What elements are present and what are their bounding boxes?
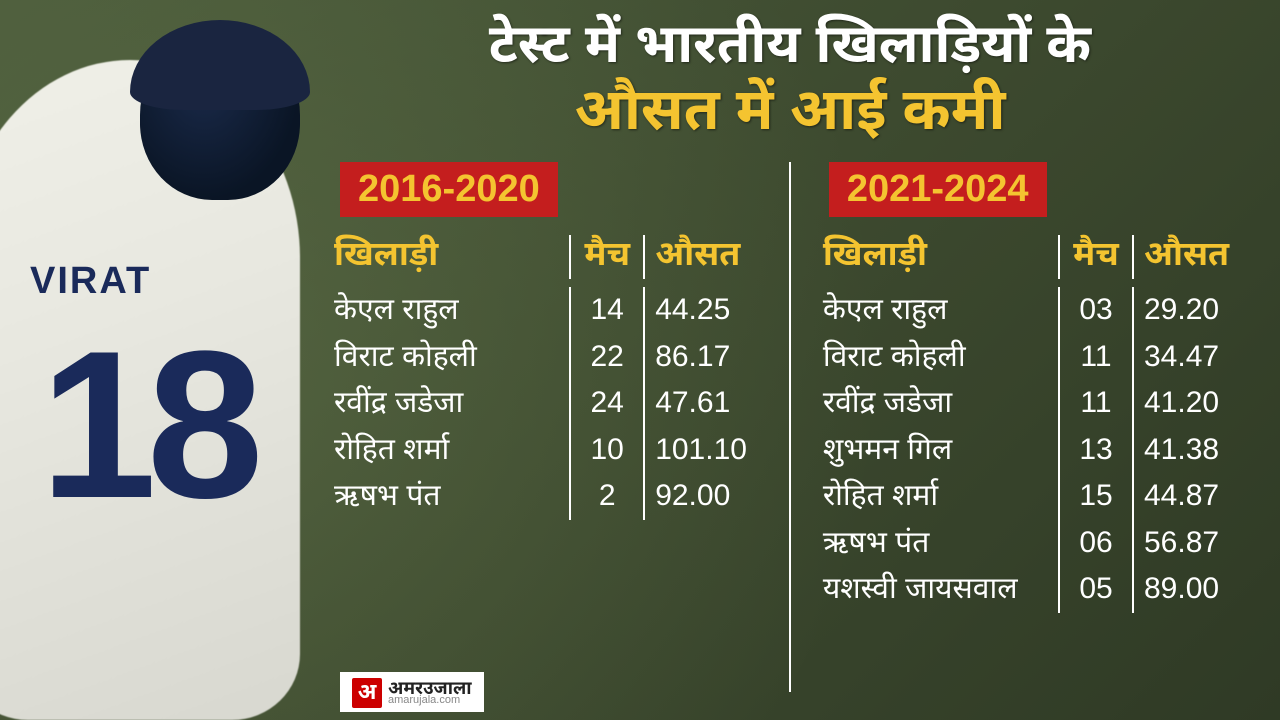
header-player: खिलाड़ी: [819, 235, 1058, 279]
table-header: खिलाड़ी मैच औसत: [819, 235, 1250, 279]
cell-match: 2: [569, 473, 643, 520]
player-photo-region: VIRAT 18: [0, 0, 320, 720]
cell-player: ऋषभ पंत: [330, 473, 569, 520]
cell-match: 22: [569, 334, 643, 381]
cell-player: रवींद्र जडेजा: [330, 380, 569, 427]
header-avg: औसत: [643, 235, 761, 279]
cell-player: रवींद्र जडेजा: [819, 380, 1058, 427]
table-right: 2021-2024 खिलाड़ी मैच औसत केएल राहुल0329…: [809, 162, 1260, 613]
title-line-1: टेस्ट में भारतीय खिलाड़ियों के: [320, 15, 1260, 74]
table-row: रवींद्र जडेजा2447.61: [330, 380, 761, 427]
table-rows-right: केएल राहुल0329.20विराट कोहली1134.47रवींद…: [819, 287, 1250, 613]
cell-match: 14: [569, 287, 643, 334]
table-row: रवींद्र जडेजा1141.20: [819, 380, 1250, 427]
cell-player: रोहित शर्मा: [330, 427, 569, 474]
tables-container: 2016-2020 खिलाड़ी मैच औसत केएल राहुल1444…: [320, 162, 1260, 613]
vertical-divider: [789, 162, 791, 692]
table-left: 2016-2020 खिलाड़ी मैच औसत केएल राहुल1444…: [320, 162, 771, 613]
cell-match: 11: [1058, 380, 1132, 427]
table-row: विराट कोहली1134.47: [819, 334, 1250, 381]
cell-player: यशस्वी जायसवाल: [819, 566, 1058, 613]
period-badge-left: 2016-2020: [340, 162, 558, 217]
title-block: टेस्ट में भारतीय खिलाड़ियों के औसत में आ…: [320, 10, 1260, 162]
jersey-name: VIRAT: [30, 260, 151, 303]
header-player: खिलाड़ी: [330, 235, 569, 279]
period-badge-right: 2021-2024: [829, 162, 1047, 217]
cell-match: 06: [1058, 520, 1132, 567]
table-row: यशस्वी जायसवाल0589.00: [819, 566, 1250, 613]
cell-player: केएल राहुल: [819, 287, 1058, 334]
header-match: मैच: [1058, 235, 1132, 279]
table-row: केएल राहुल0329.20: [819, 287, 1250, 334]
header-match: मैच: [569, 235, 643, 279]
table-header: खिलाड़ी मैच औसत: [330, 235, 761, 279]
table-row: रोहित शर्मा1544.87: [819, 473, 1250, 520]
source-text: अमरउजाला amarujala.com: [388, 680, 472, 706]
table-row: ऋषभ पंत0656.87: [819, 520, 1250, 567]
cell-avg: 56.87: [1132, 520, 1250, 567]
cell-avg: 92.00: [643, 473, 761, 520]
stat-table-right: खिलाड़ी मैच औसत केएल राहुल0329.20विराट क…: [819, 235, 1250, 613]
cell-player: शुभमन गिल: [819, 427, 1058, 474]
cell-match: 15: [1058, 473, 1132, 520]
cell-match: 10: [569, 427, 643, 474]
table-row: केएल राहुल1444.25: [330, 287, 761, 334]
cell-match: 05: [1058, 566, 1132, 613]
jersey-number: 18: [40, 320, 254, 530]
source-url: amarujala.com: [388, 696, 472, 706]
cell-player: ऋषभ पंत: [819, 520, 1058, 567]
cell-match: 24: [569, 380, 643, 427]
cell-avg: 29.20: [1132, 287, 1250, 334]
table-row: ऋषभ पंत292.00: [330, 473, 761, 520]
cell-avg: 86.17: [643, 334, 761, 381]
table-row: शुभमन गिल1341.38: [819, 427, 1250, 474]
cell-avg: 44.87: [1132, 473, 1250, 520]
cell-avg: 41.38: [1132, 427, 1250, 474]
cell-avg: 47.61: [643, 380, 761, 427]
cell-match: 11: [1058, 334, 1132, 381]
table-row: रोहित शर्मा10101.10: [330, 427, 761, 474]
cell-player: विराट कोहली: [330, 334, 569, 381]
cell-match: 13: [1058, 427, 1132, 474]
cell-avg: 89.00: [1132, 566, 1250, 613]
cell-match: 03: [1058, 287, 1132, 334]
source-logo-icon: अ: [352, 678, 382, 708]
cell-avg: 41.20: [1132, 380, 1250, 427]
title-line-2: औसत में आई कमी: [320, 78, 1260, 142]
header-avg: औसत: [1132, 235, 1250, 279]
stat-table-left: खिलाड़ी मैच औसत केएल राहुल1444.25विराट क…: [330, 235, 761, 520]
player-cap: [130, 20, 310, 110]
cell-avg: 101.10: [643, 427, 761, 474]
table-row: विराट कोहली2286.17: [330, 334, 761, 381]
table-rows-left: केएल राहुल1444.25विराट कोहली2286.17रवींद…: [330, 287, 761, 520]
content-area: टेस्ट में भारतीय खिलाड़ियों के औसत में आ…: [310, 0, 1280, 720]
cell-avg: 34.47: [1132, 334, 1250, 381]
cell-player: केएल राहुल: [330, 287, 569, 334]
cell-avg: 44.25: [643, 287, 761, 334]
source-badge: अ अमरउजाला amarujala.com: [340, 672, 484, 712]
cell-player: रोहित शर्मा: [819, 473, 1058, 520]
cell-player: विराट कोहली: [819, 334, 1058, 381]
